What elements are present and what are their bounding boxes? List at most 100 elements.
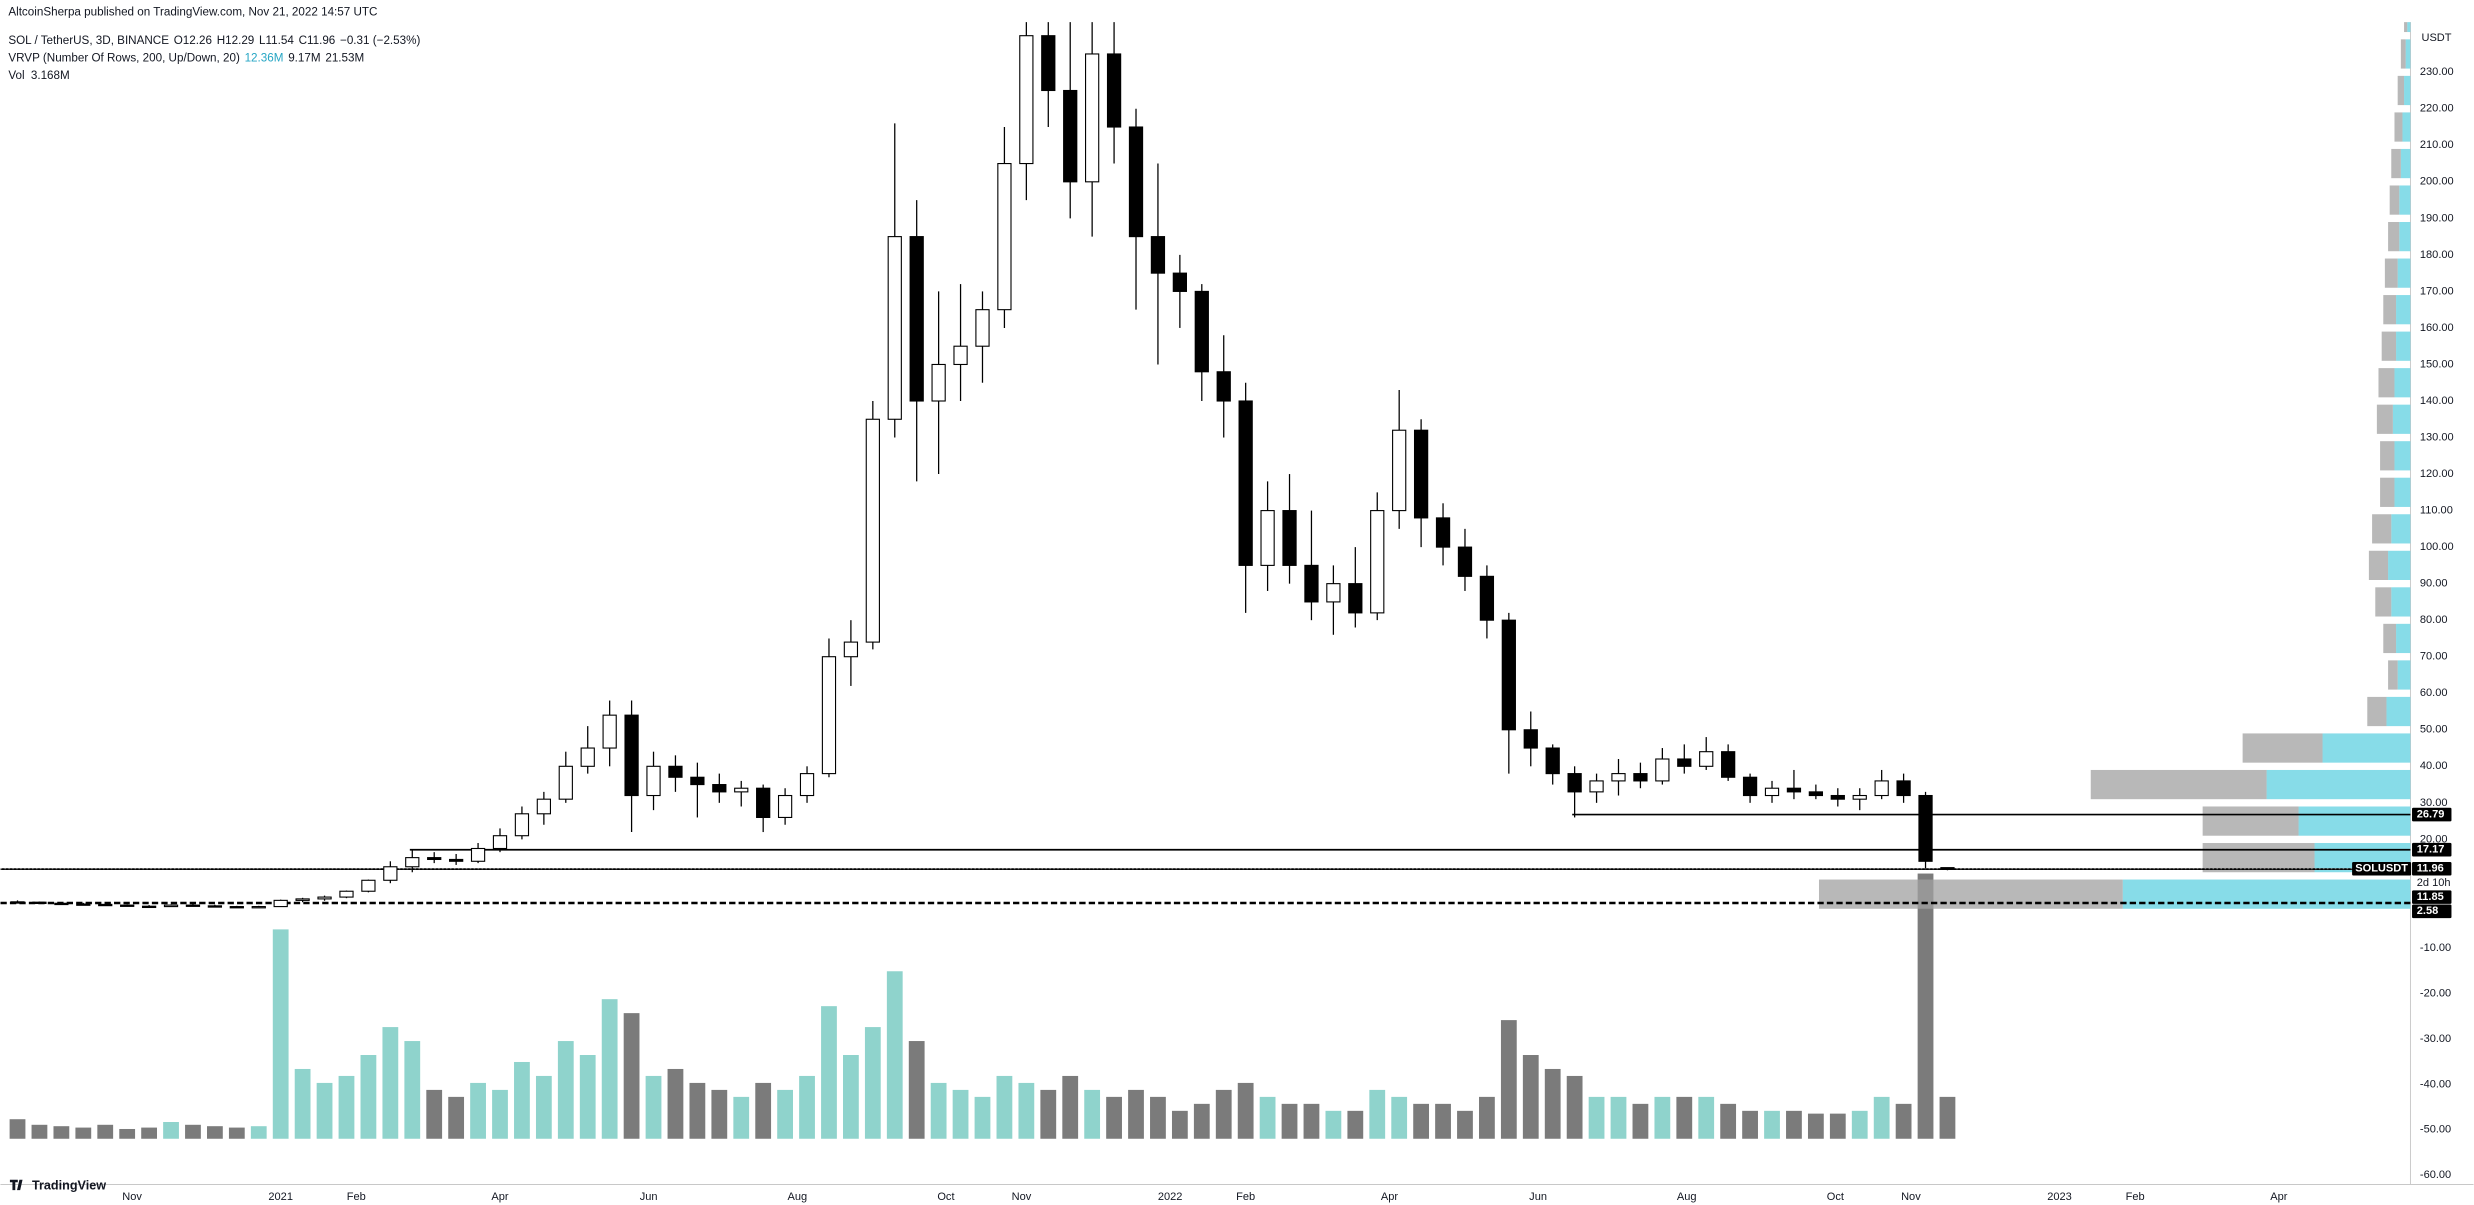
volume-bar — [1544, 1068, 1561, 1139]
candle-body — [887, 236, 902, 420]
volume-bar — [97, 1124, 114, 1139]
volume-bar — [1062, 1075, 1079, 1139]
candle-body — [777, 794, 793, 818]
volume-bar — [1851, 1110, 1868, 1139]
profile-up — [2396, 295, 2411, 325]
y-tick-label: 220.00 — [2420, 103, 2454, 115]
y-tick-label: 80.00 — [2420, 614, 2448, 626]
price-tag-bg — [2412, 890, 2452, 904]
price-tag-bg — [2412, 861, 2452, 876]
volume-bar — [799, 1075, 815, 1139]
candle-body — [865, 418, 880, 643]
volume-bar — [382, 1027, 399, 1139]
volume-bar — [1413, 1103, 1430, 1139]
candle-body — [339, 890, 354, 898]
volume-bar — [1588, 1096, 1605, 1139]
candle-body — [1326, 583, 1341, 603]
lower-tick-label: -20.00 — [2420, 987, 2451, 999]
volume-bar — [864, 1027, 881, 1139]
volume-bar — [930, 1082, 947, 1139]
y-tick-label: 190.00 — [2420, 212, 2454, 224]
vrvp-up: 12.36M — [245, 51, 284, 64]
candle-body — [295, 898, 310, 901]
candle-body — [536, 798, 551, 815]
candle-body — [54, 902, 69, 906]
profile-up — [2399, 185, 2411, 215]
candle-body — [229, 906, 244, 909]
volume-bar — [996, 1075, 1013, 1139]
candle-body — [1830, 794, 1845, 800]
profile-up — [2394, 368, 2411, 398]
volume-bar — [1106, 1096, 1122, 1139]
vol-label: Vol — [8, 69, 24, 82]
candle-body — [1852, 794, 1867, 800]
y-tick-label: 150.00 — [2420, 358, 2454, 370]
candle-body — [821, 656, 837, 775]
y-tick-label: 230.00 — [2420, 66, 2454, 78]
volume-bar — [1676, 1096, 1693, 1139]
x-tick-label: Apr — [491, 1191, 508, 1203]
volume-bar — [1347, 1110, 1364, 1139]
y-tick-label: 210.00 — [2420, 139, 2454, 151]
volume-bar — [908, 1041, 925, 1139]
profile-down — [2380, 477, 2395, 507]
candles — [10, 22, 1955, 909]
y-tick-label: 140.00 — [2420, 395, 2454, 407]
profile-down — [2404, 22, 2408, 33]
volume-bar — [623, 1013, 640, 1139]
candle-body — [1019, 35, 1034, 165]
legend-close: C11.96 — [299, 34, 336, 47]
volume-bar — [689, 1082, 706, 1139]
y-tick-label: 200.00 — [2420, 176, 2454, 188]
profile-down — [2372, 514, 2392, 544]
profile-up — [2396, 623, 2411, 654]
profile-up — [2407, 22, 2411, 33]
x-tick-label: Nov — [122, 1191, 142, 1203]
candle-body — [1764, 787, 1780, 797]
profile-up — [2399, 222, 2411, 252]
candle-body — [1808, 791, 1824, 797]
candle-body — [1370, 510, 1385, 614]
candle-body — [185, 904, 201, 907]
profile-down — [2376, 404, 2393, 434]
symbol-tag-bg — [2352, 861, 2412, 876]
lower-tick-label: -60.00 — [2420, 1169, 2451, 1181]
candle-body — [361, 879, 376, 892]
candle-body — [1238, 400, 1253, 566]
candle-body — [646, 765, 661, 797]
x-tick-label: 2021 — [268, 1191, 293, 1203]
symbol-tag: SOLUSDT — [2355, 863, 2408, 875]
volume-bar — [1435, 1103, 1451, 1139]
candle-body — [1721, 751, 1736, 778]
y-tick-label: 100.00 — [2420, 541, 2454, 553]
candle-body — [317, 896, 332, 900]
profile-up — [2394, 477, 2411, 507]
candle-body — [1940, 867, 1955, 870]
volume-bar — [316, 1082, 333, 1139]
volume-bar — [1632, 1103, 1649, 1139]
volume-bar — [711, 1089, 728, 1139]
y-tick-label: 170.00 — [2420, 285, 2454, 297]
volume-bar — [1237, 1082, 1254, 1139]
candle-body — [1677, 758, 1692, 767]
volume-bar — [1500, 1020, 1517, 1139]
candle-body — [76, 903, 91, 906]
x-tick-label: Nov — [1012, 1191, 1032, 1203]
vrvp-label: VRVP (Number Of Rows, 200, Up/Down, 20) — [8, 51, 240, 64]
volume-bar — [338, 1075, 355, 1139]
candle-body — [1172, 272, 1188, 292]
profile-down — [2375, 587, 2392, 617]
candle-body — [843, 641, 859, 658]
volume-bar — [886, 971, 903, 1139]
price-tag: 11.96 — [2417, 863, 2444, 875]
legend-symbol: SOL / TetherUS, 3D, BINANCE — [8, 34, 169, 47]
volume-bar — [9, 1119, 26, 1139]
candle-body — [624, 714, 639, 797]
y-tick-label: 60.00 — [2420, 687, 2448, 699]
y-tick-label: 160.00 — [2420, 322, 2454, 334]
volume-bar — [777, 1089, 794, 1139]
profile-down — [1818, 879, 2123, 909]
volume-bar — [1215, 1089, 1232, 1139]
profile-down — [2389, 185, 2400, 215]
